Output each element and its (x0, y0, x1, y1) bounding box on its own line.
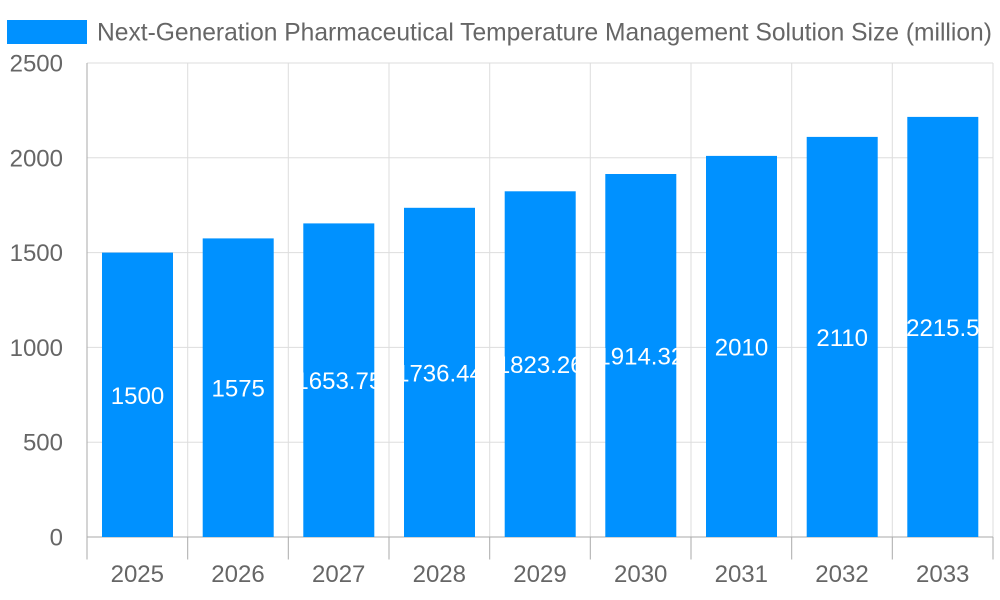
svg-text:2110: 2110 (816, 325, 868, 352)
svg-text:2026: 2026 (211, 561, 264, 588)
svg-text:2025: 2025 (111, 561, 164, 588)
svg-text:1823.26: 1823.26 (497, 352, 584, 379)
svg-text:2010: 2010 (715, 335, 768, 362)
svg-text:2500: 2500 (10, 51, 63, 78)
svg-text:1653.75: 1653.75 (295, 368, 382, 395)
svg-text:2000: 2000 (10, 145, 63, 172)
svg-text:1575: 1575 (212, 376, 265, 403)
svg-text:1736.44: 1736.44 (396, 360, 483, 387)
svg-text:2030: 2030 (614, 561, 667, 588)
svg-text:1500: 1500 (111, 383, 164, 410)
svg-text:1000: 1000 (10, 335, 63, 362)
svg-text:1914.32: 1914.32 (597, 344, 684, 371)
svg-text:2215.5: 2215.5 (906, 315, 979, 342)
svg-text:2032: 2032 (815, 561, 868, 588)
svg-text:1500: 1500 (10, 240, 63, 267)
svg-text:2031: 2031 (715, 561, 768, 588)
svg-text:Next-Generation Pharmaceutical: Next-Generation Pharmaceutical Temperatu… (97, 20, 992, 47)
svg-text:2029: 2029 (513, 561, 566, 588)
svg-text:500: 500 (23, 430, 63, 457)
svg-text:2028: 2028 (413, 561, 466, 588)
svg-text:2027: 2027 (312, 561, 365, 588)
svg-text:0: 0 (50, 525, 63, 552)
svg-text:2033: 2033 (916, 561, 969, 588)
